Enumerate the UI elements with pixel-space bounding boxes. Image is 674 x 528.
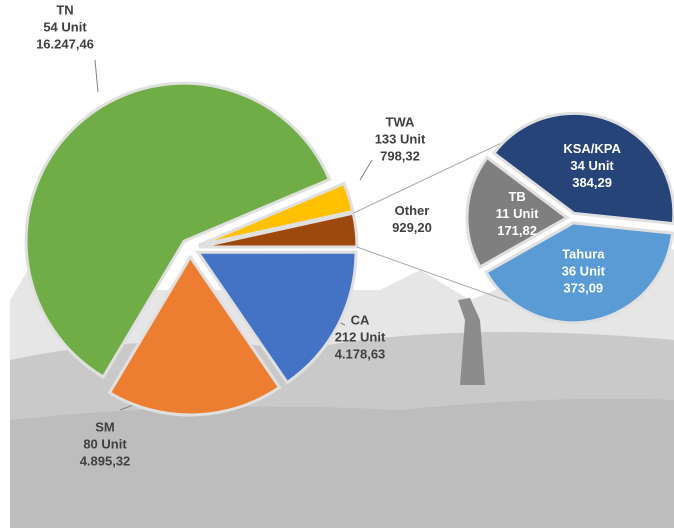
data-label: CA: [351, 312, 370, 327]
data-label: 171,82: [497, 223, 537, 238]
data-label: Other: [395, 203, 430, 218]
data-label: 373,09: [563, 280, 603, 295]
data-label: 80 Unit: [83, 436, 127, 451]
data-label: 54 Unit: [43, 19, 87, 34]
data-label: 929,20: [392, 220, 432, 235]
sub-pie-slice: [484, 221, 674, 325]
data-label: TWA: [386, 114, 415, 129]
data-label: 4.178,63: [335, 346, 386, 361]
data-label: TN: [56, 2, 73, 17]
pie-slice: [198, 211, 359, 249]
sub-pie-slice: [491, 111, 674, 226]
data-label: 212 Unit: [335, 329, 386, 344]
data-label: 36 Unit: [562, 263, 606, 278]
data-label: 16.247,46: [36, 36, 94, 51]
data-label: KSA/KPA: [563, 141, 621, 156]
data-label: 11 Unit: [496, 206, 539, 221]
data-label: 133 Unit: [375, 131, 426, 146]
data-label: 4.895,32: [80, 453, 131, 468]
connector-line: [356, 246, 523, 307]
sub-pie-slice: [465, 155, 570, 270]
data-label: TB: [508, 189, 525, 204]
pie-slice: [195, 250, 358, 385]
data-label: SM: [95, 419, 115, 434]
pie-slice: [197, 181, 355, 247]
pie-slice: [107, 254, 282, 417]
connector-line: [353, 137, 513, 214]
data-label: 384,29: [572, 175, 612, 190]
data-label: 34 Unit: [570, 158, 614, 173]
pie-slice: [24, 81, 332, 380]
data-label: 798,32: [380, 148, 420, 163]
data-label: Tahura: [562, 246, 605, 261]
